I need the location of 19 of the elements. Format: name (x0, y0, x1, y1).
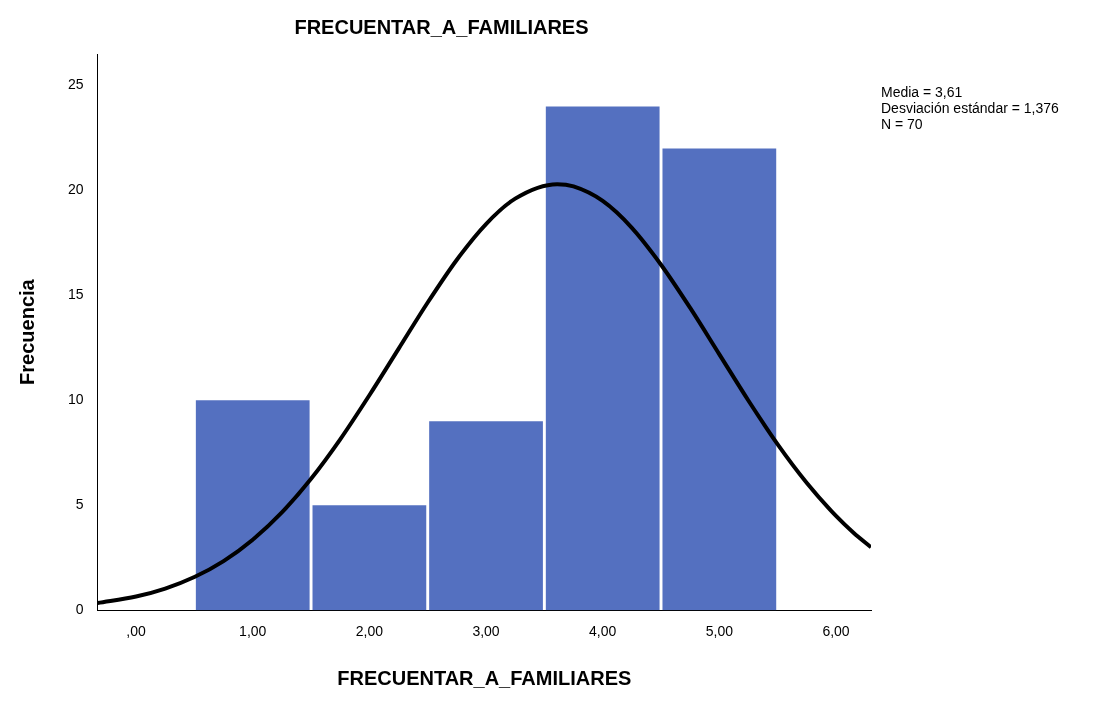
x-tick-label: 3,00 (472, 623, 500, 640)
text: N = 70 (881, 115, 923, 132)
text: Desviación estándar = 1,376 (881, 99, 1060, 116)
x-tick-label: 6,00 (822, 623, 850, 640)
x-tick-label: 1,00 (239, 623, 267, 640)
y-tick-label: 0 (75, 601, 84, 618)
text: Media = 3,61 (881, 83, 963, 100)
y-tick-label: 5 (75, 496, 84, 513)
y-tick-label: 20 (67, 181, 84, 198)
x-tick-label: 5,00 (705, 623, 734, 640)
chart-title: FRECUENTAR_A_FAMILIARES (294, 15, 589, 38)
y-tick-label: 10 (67, 391, 84, 408)
x-tick-label: 2,00 (355, 623, 384, 640)
y-tick-label: 25 (67, 76, 84, 93)
x-tick-label: 4,00 (589, 623, 617, 640)
y-tick-label: 15 (67, 286, 84, 303)
x-tick-label: ,00 (126, 623, 147, 640)
x-axis-title: FRECUENTAR_A_FAMILIARES (337, 666, 632, 689)
y-axis-title: Frecuencia (15, 278, 38, 385)
